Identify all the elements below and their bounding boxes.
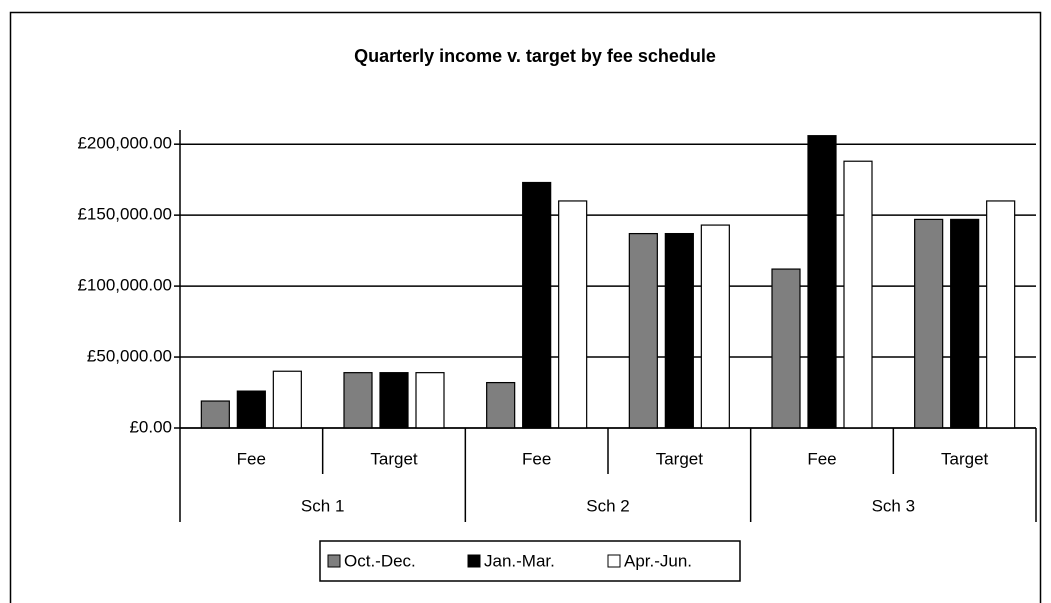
bar [343, 372, 373, 429]
chart-title: Quarterly income v. target by fee schedu… [354, 46, 716, 66]
y-tick-label: £0.00 [129, 417, 172, 436]
bar [628, 232, 658, 429]
x-tick-label: Target [370, 449, 418, 468]
bar [700, 224, 730, 429]
bar [200, 400, 230, 429]
y-tick-label: £150,000.00 [77, 205, 172, 224]
bar [379, 372, 409, 429]
bar [486, 381, 516, 429]
bar [415, 372, 445, 429]
bar [272, 370, 302, 429]
legend-box [319, 540, 741, 582]
legend-label: Jan.-Mar. [484, 551, 555, 570]
bar [914, 218, 944, 429]
bar [843, 160, 873, 429]
legend-swatch [467, 554, 481, 568]
x-tick-label: Fee [522, 449, 551, 468]
legend-swatch [607, 554, 621, 568]
bar [986, 200, 1016, 429]
bar [522, 181, 552, 429]
group-label: Sch 3 [872, 496, 915, 515]
group-label: Sch 1 [301, 496, 344, 515]
y-tick-label: £50,000.00 [87, 347, 172, 366]
bar [236, 390, 266, 429]
bar [558, 200, 588, 429]
legend-label: Oct.-Dec. [344, 551, 416, 570]
legend-label: Apr.-Jun. [624, 551, 692, 570]
bar [664, 232, 694, 429]
x-tick-label: Target [941, 449, 989, 468]
legend-swatch [327, 554, 341, 568]
x-tick-label: Fee [237, 449, 266, 468]
y-tick-label: £100,000.00 [77, 276, 172, 295]
bar [950, 218, 980, 429]
group-label: Sch 2 [586, 496, 629, 515]
bar [771, 268, 801, 429]
bar [807, 135, 837, 429]
y-tick-label: £200,000.00 [77, 134, 172, 153]
x-tick-label: Fee [807, 449, 836, 468]
x-tick-label: Target [656, 449, 704, 468]
